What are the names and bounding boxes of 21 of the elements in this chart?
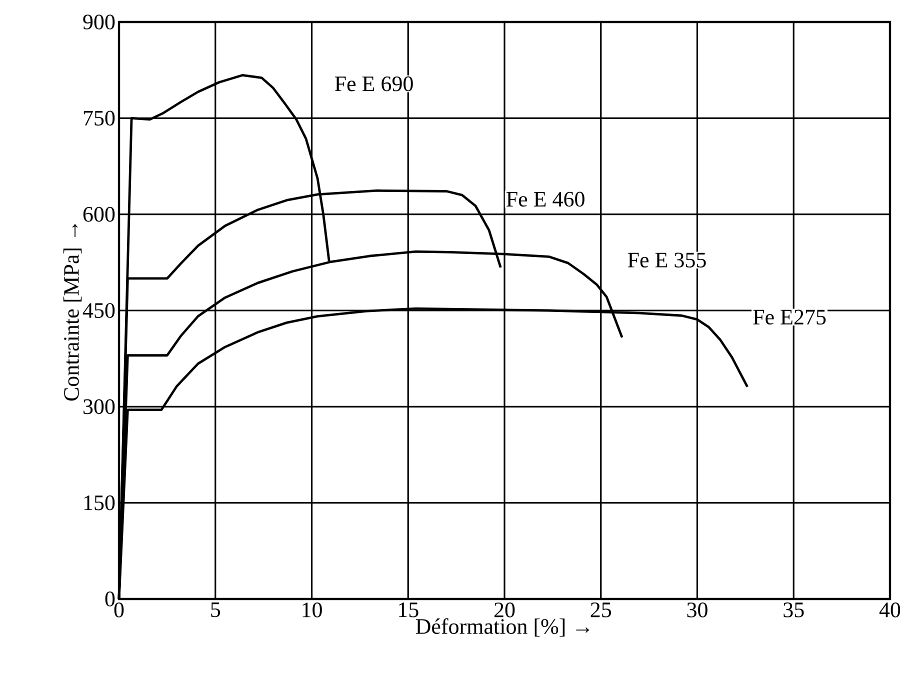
x-tick-label: 35 [784, 602, 804, 618]
y-tick-label: 150 [84, 495, 115, 510]
series-label: Fe E 355 [628, 252, 706, 268]
y-tick-label: 600 [83, 206, 115, 222]
x-tick-label: 15 [399, 602, 418, 618]
x-tick-label: 40 [879, 602, 900, 618]
y-tick-label: 900 [83, 14, 115, 30]
y-tick-label: 0 [105, 592, 115, 606]
x-tick-label: 25 [590, 602, 612, 618]
x-tick-label: 10 [302, 602, 322, 618]
x-axis-title: Déformation [%] → [416, 618, 590, 637]
y-axis-title: Contrainte [MPa] → [63, 224, 82, 401]
series-label: Fe E 460 [506, 192, 584, 207]
y-tick-label: 750 [84, 110, 115, 126]
x-tick-label: 5 [211, 602, 220, 618]
text: Fe E 690 [334, 76, 413, 92]
x-tick-label: 20 [494, 602, 515, 618]
y-tick-label: 300 [84, 399, 115, 414]
x-tick-label: 30 [687, 602, 708, 618]
y-tick-label: 450 [82, 303, 115, 318]
series-label: Fe E275 [753, 310, 826, 325]
